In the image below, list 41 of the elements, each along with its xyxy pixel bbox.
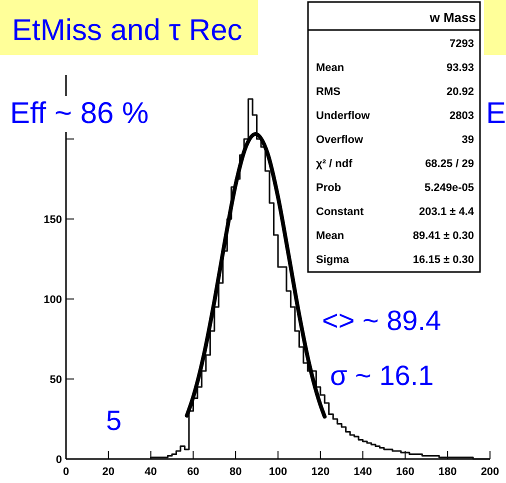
x-tick-label: 20 [102, 466, 115, 478]
x-tick-label: 140 [354, 466, 372, 478]
x-tick-label: 40 [144, 466, 157, 478]
y-tick-label: 100 [44, 294, 62, 306]
x-tick-label: 180 [438, 466, 457, 478]
annotation: RMS [316, 86, 340, 98]
text: w Mass [428, 10, 476, 25]
annotation: Mean [316, 230, 344, 242]
annotation: Sigma [316, 254, 350, 266]
annotation: 5 [106, 405, 122, 436]
annotation: <> ~ 89.4 [322, 305, 442, 336]
text: 93.93 [446, 62, 474, 74]
annotation: 89.41 ± 0.30 [412, 230, 474, 242]
annotation: 5.249e-05 [424, 182, 474, 194]
annotation: 16.15 ± 0.30 [412, 254, 474, 266]
x-tick-label: 120 [311, 466, 330, 478]
annotation: 39 [462, 134, 474, 146]
annotation: Prob [316, 182, 342, 194]
annotation: σ ~ 16.1 [330, 360, 434, 391]
text: Mean [316, 62, 344, 74]
chart-title: EtMiss and τ Rec [12, 14, 242, 47]
x-tick-label: 160 [396, 466, 414, 478]
text: 7293 [450, 38, 474, 50]
y-tick-label: 150 [44, 214, 62, 226]
x-tick-label: 60 [187, 466, 200, 478]
x-tick-label: 200 [480, 466, 500, 478]
annotation: 203.1 ± 4.4 [419, 206, 475, 218]
annotation: E [486, 97, 506, 130]
annotation: Eff ~ 86 % [10, 97, 149, 130]
annotation: 68.25 / 29 [425, 158, 474, 170]
annotation: 2803 [450, 110, 474, 122]
y-tick-label: 50 [50, 374, 62, 386]
x-tick-label: 0 [62, 466, 70, 478]
annotation: Overflow [316, 134, 364, 146]
x-tick-label: 80 [229, 466, 242, 478]
annotation: 20.92 [446, 86, 474, 98]
annotation: Underflow [316, 110, 370, 122]
y-tick-label: 0 [56, 454, 62, 466]
x-tick-label: 100 [268, 466, 288, 478]
annotation: Constant [316, 206, 364, 218]
annotation: χ² / ndf [316, 158, 353, 170]
